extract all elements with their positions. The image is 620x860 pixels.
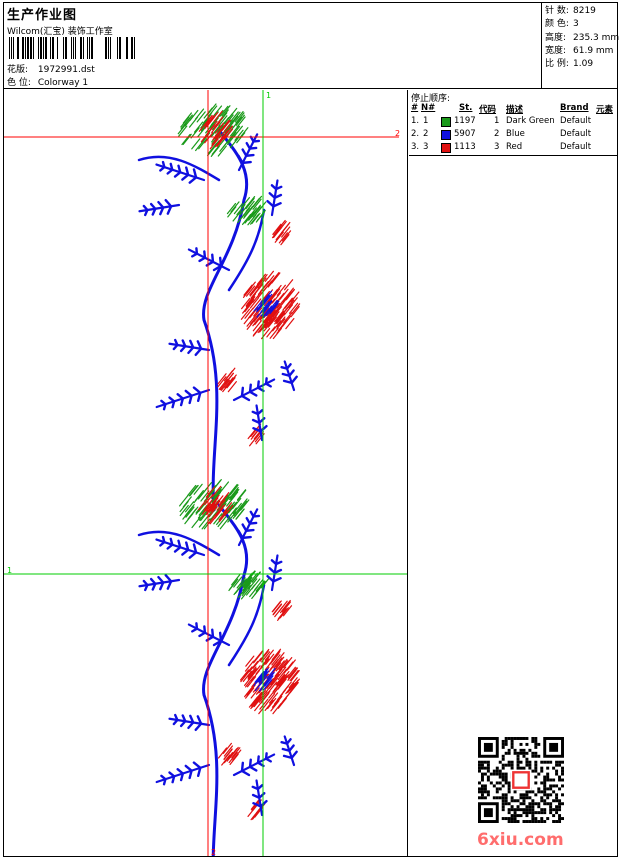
embroidery-motif [137, 103, 301, 512]
design-file-label: 花版: [7, 65, 29, 75]
colorway-value: Colorway 1 [37, 78, 89, 88]
stop-row: 2. 2 5907 2 Blue Default [411, 129, 592, 140]
embroidery-motif [137, 479, 300, 856]
guide-label-green-top: 1 [266, 91, 271, 100]
color-swatch [441, 130, 451, 140]
stat-height: 高度: 235.3 mm [545, 32, 620, 43]
barcode-icon [9, 37, 135, 59]
stop-sequence-title: 停止顺序: [411, 94, 451, 104]
stat-stitches: 针 数: 8219 [545, 6, 596, 16]
embroidery-preview: 2 1 1 2 [4, 90, 408, 856]
company-name: Wilcom(汇宝) 装饰工作室 [7, 27, 113, 37]
print-sheet: 生产作业图 Wilcom(汇宝) 装饰工作室 花版: 1972991.dst 色… [3, 2, 620, 857]
stat-width: 宽度: 61.9 mm [545, 45, 614, 56]
stat-scale: 比 例: 1.09 [545, 59, 594, 70]
qr-code-icon [478, 737, 564, 823]
stop-sequence-panel: 停止顺序: # N# St. 代码 描述 Brand 元素 1. 1 1197 … [409, 90, 617, 156]
stop-row: 3. 3 1113 3 Red Default [411, 142, 592, 153]
color-swatch [441, 117, 451, 127]
page-title: 生产作业图 [7, 8, 78, 23]
guide-label-red-right: 2 [395, 129, 400, 138]
stat-colors: 颜 色: 3 [545, 19, 579, 30]
color-swatch [441, 143, 451, 153]
guide-label-red-bottom: 2 [211, 848, 216, 856]
stop-sequence-header: # N# St. 代码 描述 Brand 元素 [411, 103, 614, 115]
stop-row: 1. 1 1197 1 Dark Green Default [411, 116, 592, 127]
watermark: 6xiu.com [477, 830, 564, 850]
colorway-row: 色 位: Colorway 1 [7, 75, 88, 88]
header-panel: 生产作业图 Wilcom(汇宝) 装饰工作室 花版: 1972991.dst 色… [4, 3, 620, 89]
embroidery-design: 2 1 1 2 [4, 90, 407, 856]
guide-label-green-left: 1 [7, 566, 12, 575]
colorway-label: 色 位: [7, 78, 31, 88]
design-file-row: 花版: 1972991.dst [7, 62, 95, 75]
stats-panel: 针 数: 8219 颜 色: 3 高度: 235.3 mm 宽度: 61.9 mm 比 … [541, 3, 620, 89]
design-file-value: 1972991.dst [37, 65, 95, 75]
